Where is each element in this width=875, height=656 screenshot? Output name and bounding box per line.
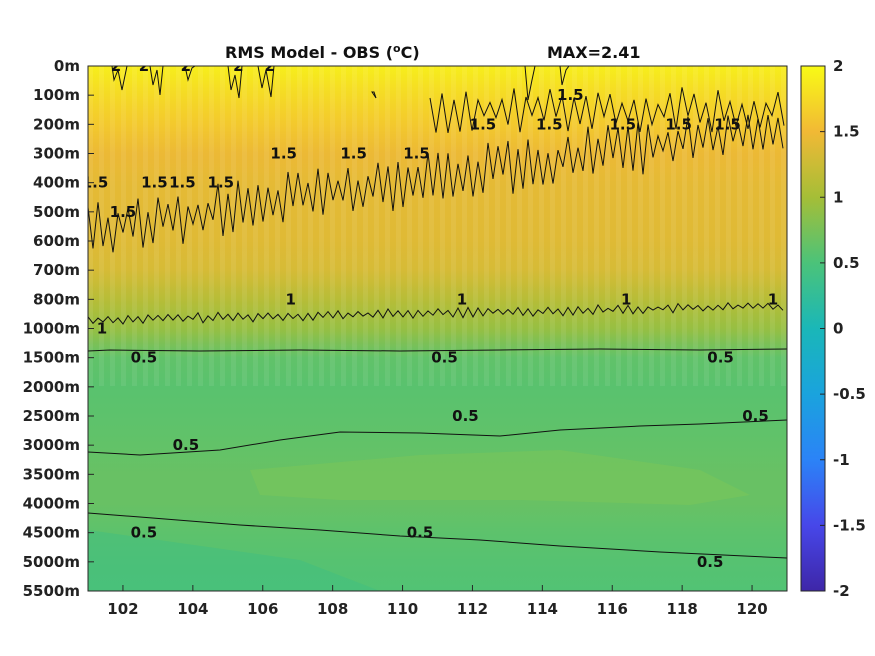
contour-line-1p5 bbox=[88, 114, 784, 253]
colorbar-tick-label: -1.5 bbox=[833, 516, 866, 534]
y-tick-label: 4500m bbox=[23, 524, 80, 542]
colorbar-tick-label: 0 bbox=[833, 320, 843, 338]
y-tick-label: 700m bbox=[33, 261, 80, 279]
contour-label: 2 bbox=[265, 57, 275, 75]
contour-label: 0.5 bbox=[131, 524, 158, 542]
contour-label: 1.5 bbox=[536, 115, 563, 133]
y-tick-label: 3500m bbox=[23, 465, 80, 483]
contour-label: 1.5 bbox=[110, 203, 137, 221]
y-tick-label: 200m bbox=[33, 115, 80, 133]
contour-line-1p5-upper bbox=[429, 87, 785, 133]
y-axis: 0m 100m 200m 300m 400m 500m 600m 700m 800m 1000m 1… bbox=[23, 57, 94, 600]
contour-label: 1.5 bbox=[557, 86, 584, 104]
contour-label: 0.5 bbox=[431, 349, 458, 367]
y-tick-label: 800m bbox=[33, 290, 80, 308]
colorbar-tick-label: -0.5 bbox=[833, 385, 866, 403]
contour-line-0p5-b bbox=[88, 419, 787, 456]
contour-label: 1 bbox=[768, 290, 778, 308]
contour-label: 2 bbox=[111, 57, 121, 75]
contour-label: 2 bbox=[181, 57, 191, 75]
colorbar-tick-label: 1.5 bbox=[833, 123, 860, 141]
contour-line-0p5-c bbox=[88, 512, 787, 559]
title-main: RMS Model - OBS ( bbox=[225, 43, 393, 62]
chart-title: RMS Model - OBS (oC) bbox=[225, 42, 420, 62]
max-label: MAX=2.41 bbox=[547, 43, 641, 62]
contour-label: 2 bbox=[233, 57, 243, 75]
x-tick-label: 104 bbox=[177, 600, 208, 618]
y-tick-label: 100m bbox=[33, 86, 80, 104]
x-tick-label: 110 bbox=[387, 600, 418, 618]
colorbar-tick-label: -2 bbox=[833, 582, 850, 600]
y-tick-label: 600m bbox=[33, 232, 80, 250]
contour-line-2 bbox=[111, 66, 570, 101]
x-tick-label: 120 bbox=[736, 600, 767, 618]
title-unit: C) bbox=[401, 43, 420, 62]
contour-label: 1.5 bbox=[270, 145, 297, 163]
y-tick-label: 2000m bbox=[23, 378, 80, 396]
contour-label: 1.5 bbox=[665, 115, 692, 133]
y-tick-label: 500m bbox=[33, 203, 80, 221]
contour-label: 1.5 bbox=[340, 145, 367, 163]
y-tick-label: 5000m bbox=[23, 553, 80, 571]
contour-label: 1.5 bbox=[208, 174, 235, 192]
x-tick-label: 106 bbox=[247, 600, 278, 618]
contour-label: 0.5 bbox=[742, 407, 769, 425]
contour-label: 0.5 bbox=[452, 407, 479, 425]
contour-label: 2 bbox=[139, 57, 149, 75]
contour-label: 1.5 bbox=[82, 174, 109, 192]
contour-line-0p5-a bbox=[88, 348, 787, 352]
colorbar-tick-label: 0.5 bbox=[833, 254, 860, 272]
contour-label: 0.5 bbox=[173, 436, 200, 454]
contour-label: 1.5 bbox=[403, 145, 430, 163]
contour-label: 1.5 bbox=[169, 174, 196, 192]
y-tick-label: 1000m bbox=[23, 320, 80, 338]
colorbar-tick-label: -1 bbox=[833, 451, 850, 469]
x-tick-label: 108 bbox=[317, 600, 348, 618]
y-tick-label: 1500m bbox=[23, 349, 80, 367]
contour-label: 1 bbox=[97, 320, 107, 338]
y-tick-label: 3000m bbox=[23, 436, 80, 454]
x-tick-label: 114 bbox=[527, 600, 558, 618]
contour-label: 1.5 bbox=[470, 115, 497, 133]
x-tick-label: 102 bbox=[107, 600, 138, 618]
x-axis: 102 104 106 108 110 112 114 116 118 120 bbox=[107, 585, 768, 618]
y-tick-label: 0m bbox=[54, 57, 80, 75]
field-texture bbox=[88, 66, 787, 386]
contour-label: 1 bbox=[285, 290, 295, 308]
x-tick-label: 116 bbox=[597, 600, 628, 618]
y-tick-label: 400m bbox=[33, 174, 80, 192]
plot-area: 2 2 2 2 21.51.51.51.5 1.5 1.51.5 1.5 1.51.5 1.5 1.… bbox=[82, 57, 788, 592]
contour-label: 1 bbox=[621, 290, 631, 308]
contour-label: 1.5 bbox=[714, 115, 741, 133]
colorbar-tick-label: 2 bbox=[833, 57, 843, 75]
colorbar-ticks: 2 1.5 1 0.5 0 -0.5 -1 -1.5 -2 bbox=[820, 57, 866, 600]
contour-label: 0.5 bbox=[697, 553, 724, 571]
y-tick-label: 2500m bbox=[23, 407, 80, 425]
y-tick-label: 4000m bbox=[23, 495, 80, 513]
region-pale-green-patch bbox=[250, 450, 750, 505]
x-tick-label: 118 bbox=[666, 600, 697, 618]
y-tick-label: 5500m bbox=[23, 582, 80, 600]
contour-label: 1.5 bbox=[141, 174, 168, 192]
colorbar: 2 1.5 1 0.5 0 -0.5 -1 -1.5 -2 bbox=[800, 57, 866, 600]
contour-line-1 bbox=[88, 301, 784, 325]
y-tick-label: 300m bbox=[33, 145, 80, 163]
region-teal-patch bbox=[88, 530, 380, 591]
contour-labels: 2 2 2 2 21.51.51.51.5 1.5 1.51.5 1.5 1.51.5 1.5 1.… bbox=[82, 57, 778, 571]
title-unit-sup: o bbox=[393, 42, 401, 55]
contour-label: 0.5 bbox=[707, 349, 734, 367]
contour-label: 1.5 bbox=[609, 115, 636, 133]
contour-label: 0.5 bbox=[131, 349, 158, 367]
contour-label: 1 bbox=[457, 290, 467, 308]
colorbar-tick-label: 1 bbox=[833, 188, 843, 206]
x-tick-label: 112 bbox=[457, 600, 488, 618]
contour-label: 0.5 bbox=[407, 524, 434, 542]
